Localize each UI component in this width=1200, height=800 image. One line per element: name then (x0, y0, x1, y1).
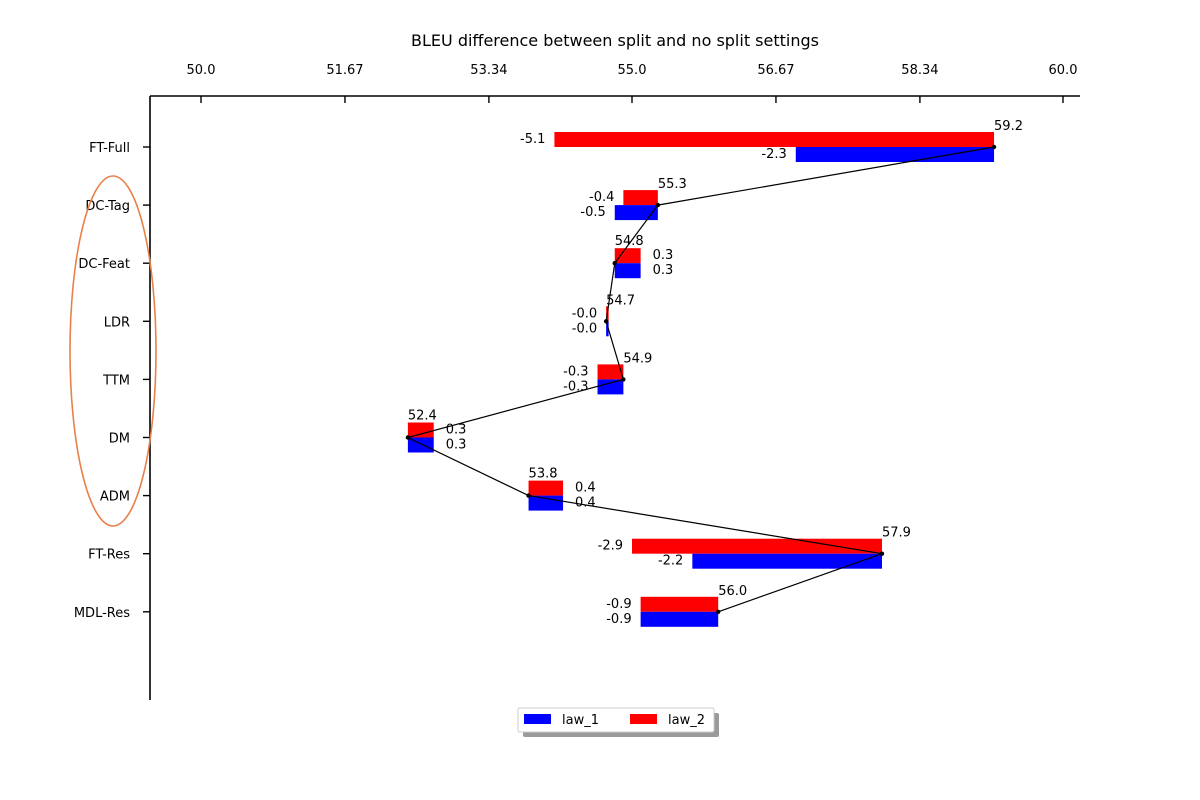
law-2-value-label: 0.3 (446, 423, 467, 438)
bar-law-1 (614, 205, 658, 221)
x-tick-label: 58.34 (901, 63, 938, 78)
y-tick-label: FT-Full (89, 141, 130, 156)
law-2-value-label: -0.3 (563, 364, 588, 379)
x-tick-label: 55.0 (618, 63, 647, 78)
baseline-label: 54.9 (623, 351, 652, 366)
law-1-value-label: 0.4 (575, 496, 596, 511)
law-1-value-label: 0.3 (653, 263, 674, 278)
baseline-label: 59.2 (994, 119, 1023, 134)
legend: law_1 law_2 (517, 707, 719, 737)
y-tick-label: TTM (102, 373, 130, 388)
bars (407, 132, 995, 627)
baseline-label: 53.8 (529, 467, 558, 482)
law-1-value-label: -2.3 (761, 147, 786, 162)
law-1-value-label: -2.2 (658, 554, 683, 569)
x-tick-label: 60.0 (1049, 63, 1078, 78)
baseline-point (612, 261, 617, 266)
baseline-label: 57.9 (882, 526, 911, 541)
x-tick-label: 50.0 (187, 63, 216, 78)
legend-swatch-law-2 (630, 714, 657, 724)
baseline-point (879, 551, 885, 556)
x-tick-label: 56.67 (757, 63, 794, 78)
bar-law-1 (597, 379, 624, 395)
bar-law-2 (614, 248, 641, 264)
x-tick-label: 53.34 (470, 63, 507, 78)
bar-law-2 (554, 132, 995, 147)
baseline-label: 56.0 (718, 584, 747, 599)
y-tick-label: LDR (104, 315, 130, 330)
baseline-label: 55.3 (658, 177, 687, 192)
baseline-point (716, 609, 721, 614)
baseline-label: 52.4 (408, 409, 437, 424)
chart-title: BLEU difference between split and no spl… (411, 31, 819, 50)
x-tick-label: 51.67 (326, 63, 363, 78)
legend-label-law-2: law_2 (668, 713, 705, 728)
law-1-value-label: -0.9 (606, 612, 631, 627)
highlight-ellipse (69, 175, 157, 527)
legend-label-law-1: law_1 (562, 713, 599, 728)
law-2-value-label: -5.1 (520, 132, 545, 147)
y-tick-label: FT-Res (88, 548, 130, 563)
baseline-point (621, 377, 626, 382)
law-1-value-label: -0.0 (572, 321, 597, 336)
y-tick-label: DM (109, 432, 130, 447)
law-2-value-label: 0.4 (575, 481, 596, 496)
axes: 50.0 51.67 53.34 55.0 56.67 58.34 60.0 FT-Full D… (74, 63, 1080, 700)
bar-law-2 (632, 538, 882, 554)
baseline-point (603, 319, 609, 324)
baseline-label: 54.7 (606, 293, 635, 308)
law-2-value-label: -2.9 (598, 539, 623, 554)
highlight-annotation (69, 175, 157, 527)
baseline-point (991, 144, 997, 150)
law-2-value-label: -0.9 (606, 597, 631, 612)
y-tick-label: MDL-Res (74, 606, 130, 621)
bar-law-1 (614, 263, 641, 279)
bar-law-2 (623, 190, 658, 206)
bar-law-2 (528, 480, 564, 496)
y-tick-label: DC-Tag (85, 199, 130, 214)
bar-law-2 (640, 596, 719, 612)
law-1-value-label: -0.3 (563, 379, 588, 394)
bar-law-2 (407, 422, 434, 438)
law-2-value-label: -0.4 (589, 190, 614, 205)
law-2-value-label: -0.0 (572, 306, 597, 321)
baseline-label: 54.8 (615, 234, 644, 249)
legend-box (517, 707, 715, 733)
value-labels: 59.2-5.1-2.355.3-0.4-0.554.80.30.354.7-0… (408, 119, 1023, 627)
legend-swatch-law-1 (524, 714, 551, 724)
bar-law-1 (606, 321, 609, 337)
baseline-connector (405, 144, 997, 614)
baseline-point (526, 493, 531, 498)
bar-law-2 (597, 364, 624, 380)
law-2-value-label: 0.3 (653, 248, 674, 263)
bar-law-1 (640, 611, 719, 627)
baseline-point (405, 435, 411, 440)
bar-law-1 (692, 553, 882, 569)
y-tick-label: DC-Feat (78, 257, 130, 272)
law-1-value-label: -0.5 (580, 205, 605, 220)
bar-law-1 (795, 147, 995, 162)
y-tick-label: ADM (100, 490, 130, 505)
law-1-value-label: 0.3 (446, 438, 467, 453)
baseline-point (655, 202, 661, 208)
